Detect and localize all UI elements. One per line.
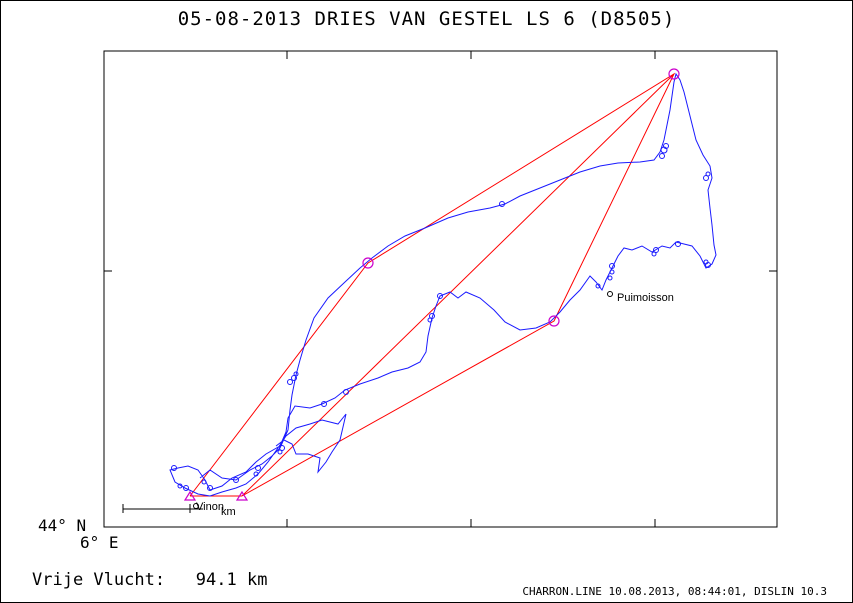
latitude-label: 44° N	[38, 516, 87, 535]
distance-value: 94.1 km	[195, 570, 268, 590]
town-label-vinon: Vinon	[196, 501, 224, 513]
town-label-puimoisson: Puimoisson	[617, 292, 674, 304]
distance-summary: Vrije Vlucht: 94.1 km	[32, 570, 267, 590]
distance-label: Vrije Vlucht:	[32, 570, 166, 590]
turnpoint-1	[362, 257, 374, 269]
thermal-markers	[171, 143, 711, 491]
turnpoint-3	[548, 315, 560, 327]
scale-bar	[122, 504, 203, 513]
task-polygon	[189, 72, 676, 497]
program-info: CHARRON.LINE 10.08.2013, 08:44:01, DISLI…	[522, 585, 827, 598]
longitude-label: 6° E	[80, 533, 119, 552]
town-marker-puimoisson	[607, 291, 613, 297]
scale-bar-label: km	[221, 506, 236, 518]
map-border	[103, 50, 778, 528]
flight-title: 05-08-2013 DRIES VAN GESTEL LS 6 (D8505)	[177, 8, 676, 30]
flight-track	[169, 72, 717, 497]
axis-ticks	[104, 51, 777, 527]
start-triangle	[183, 490, 197, 501]
turnpoint-2	[668, 68, 680, 80]
finish-triangle	[235, 490, 249, 501]
turnpoints	[183, 68, 680, 501]
